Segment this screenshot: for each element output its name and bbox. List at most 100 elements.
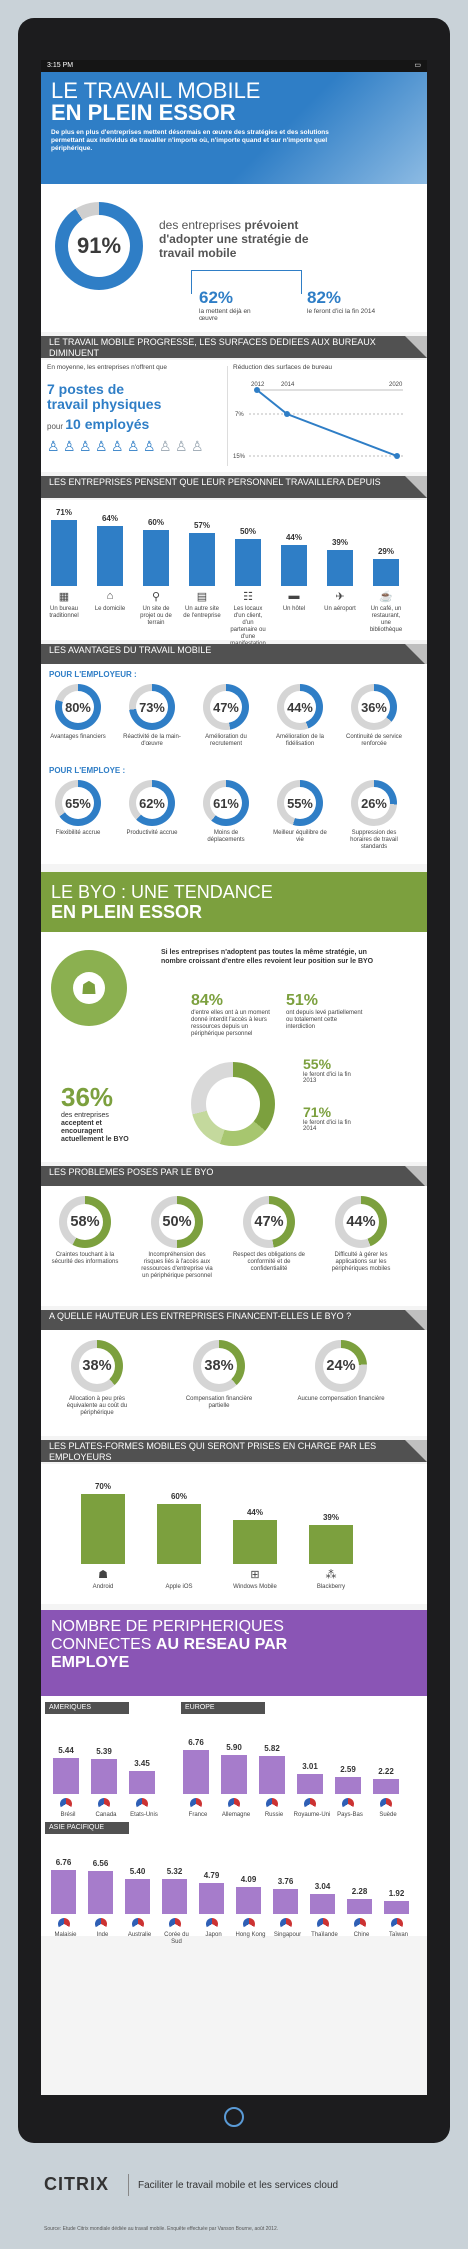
year-2012: 2012 <box>251 382 265 388</box>
devices-title-1: NOMBRE DE PERIPHERIQUES <box>51 1618 284 1635</box>
platform-bar-value: 39% <box>322 1513 339 1522</box>
hero-title-2: EN PLEIN ESSOR <box>51 100 236 125</box>
country-label: Corée du Sud <box>164 1932 189 1945</box>
stat-91-text1: des entreprises <box>159 218 242 232</box>
byo-adoption-donut <box>191 1062 275 1146</box>
citrix-logo: CITRIX <box>44 2174 110 2194</box>
section-header-benefits: LES AVANTAGES DU TRAVAIL MOBILE <box>41 644 427 666</box>
section-header-locations-text: LES ENTREPRISES PENSENT QUE LEUR PERSONN… <box>49 477 381 487</box>
country-label: Australie <box>127 1932 152 1938</box>
country-label: Chine <box>353 1932 370 1938</box>
country-label: Thaïlande <box>311 1932 338 1938</box>
device-bar <box>91 1758 117 1794</box>
device-bar <box>273 1889 298 1914</box>
byo-51-text: ont depuis levé partiellement ou totalem… <box>286 1010 363 1030</box>
platform-bar-label: Blackberry <box>316 1584 346 1590</box>
device-bar-value: 4.79 <box>203 1870 220 1880</box>
employee-donut: 55% <box>277 780 323 826</box>
employer-donut: 36% <box>351 684 397 730</box>
employer-donut: 44% <box>277 684 323 730</box>
device-bar <box>384 1901 409 1914</box>
devices-title-2a: CONNECTES <box>51 1636 152 1653</box>
donut-91-value: 91% <box>68 215 130 277</box>
employee-donut-label: Meilleur équilibre de vie <box>273 830 327 843</box>
location-bar-label: Un autre site de l'entreprise <box>183 606 221 619</box>
location-bar-value: 29% <box>377 546 394 556</box>
country-label: Suède <box>379 1812 397 1818</box>
byo-36-text4: actuellement le BYO <box>61 1136 129 1143</box>
battery-icon: ▭ <box>414 62 421 69</box>
problem-donut-value: 44% <box>342 1203 380 1241</box>
problem-donut-label: Incompréhension des risques liés à l'acc… <box>141 1252 213 1279</box>
bed-icon: ▬ <box>288 590 300 602</box>
device-bar-value: 3.04 <box>314 1882 331 1892</box>
stat-91-strong: prévoient d'adopter une stratégie de tra… <box>159 218 309 260</box>
employer-donut: 47% <box>203 684 249 730</box>
connector-line-h <box>191 270 301 271</box>
year-2020: 2020 <box>389 382 403 388</box>
office-small: pour 10 employés <box>47 416 149 432</box>
tick-7: 7% <box>235 412 244 418</box>
employee-donut-value: 26% <box>357 786 391 820</box>
device-bar <box>199 1882 224 1914</box>
region-americas: AMERIQUES <box>45 1702 129 1714</box>
country-flag-icon <box>316 1918 329 1930</box>
location-bar-value: 64% <box>101 514 118 524</box>
employer-donut-value: 36% <box>357 690 391 724</box>
problem-donut: 50% <box>151 1196 203 1248</box>
device-bar <box>51 1869 76 1914</box>
tablet-screen: LE TRAVAIL MOBILE EN PLEIN ESSOR De plus… <box>41 60 427 2095</box>
device-bar <box>125 1878 150 1914</box>
problem-donut-value: 58% <box>66 1203 104 1241</box>
office-icon: ▤ <box>196 591 208 603</box>
location-bar-value: 71% <box>55 507 72 517</box>
country-flag-icon <box>242 1918 255 1930</box>
platform-bar-value: 60% <box>170 1492 187 1501</box>
country-flag-icon <box>279 1918 292 1930</box>
byo-71-text: le feront d'ici la fin 2014 <box>303 1120 351 1132</box>
problem-donut: 47% <box>243 1196 295 1248</box>
problem-donut-value: 47% <box>250 1203 288 1241</box>
byo-36-text2: acceptent et <box>61 1120 102 1127</box>
windows-icon: ⊞ <box>250 1569 260 1581</box>
devices-panel: AMERIQUES EUROPE ASIE PACIFIQUE 5.44 Brés… <box>41 1696 427 1945</box>
device-bar <box>88 1870 113 1914</box>
person-icon: ♙ <box>95 438 108 454</box>
reduction-line <box>256 389 398 457</box>
country-label: Japon <box>205 1932 222 1938</box>
device-bar <box>259 1755 285 1794</box>
employer-donut-label: Réactivité de la main-d'œuvre <box>123 734 181 747</box>
stat-82-value: 82% <box>307 288 342 307</box>
country-label: Singapour <box>273 1932 302 1938</box>
country-flag-icon <box>266 1798 278 1810</box>
employee-donut: 26% <box>351 780 397 826</box>
platform-bar <box>233 1520 277 1564</box>
device-bar-value: 3.45 <box>134 1759 150 1769</box>
country-label: Etats-Unis <box>130 1812 158 1818</box>
byo-84-text: d'entre elles ont à un moment donné inte… <box>191 1010 270 1037</box>
location-bar <box>143 530 169 586</box>
person-icon: ♙ <box>79 438 92 454</box>
location-bar-label: Un bureau traditionnel <box>49 606 79 619</box>
byo-71-value: 71% <box>303 1104 332 1120</box>
byo-84-value: 84% <box>191 992 224 1009</box>
home-button[interactable] <box>224 2107 244 2127</box>
section-header-office-text: LE TRAVAIL MOBILE PROGRESSE, LES SURFACE… <box>49 337 376 358</box>
tick-15: 15% <box>233 454 246 460</box>
device-bar <box>162 1879 187 1914</box>
point-2012 <box>254 387 260 393</box>
device-bar <box>347 1899 372 1914</box>
country-label: Taïwan <box>388 1932 408 1938</box>
funding-donut: 38% <box>71 1340 123 1392</box>
country-label: Malaisie <box>54 1932 77 1938</box>
device-bar-value: 1.92 <box>388 1889 405 1899</box>
device-bar-value: 3.01 <box>302 1762 318 1772</box>
android-icon: ☗ <box>73 972 105 1004</box>
person-icon: ♙ <box>143 438 156 454</box>
byo-title-1: LE BYO : UNE TENDANCE <box>51 882 273 902</box>
country-flag-icon <box>131 1918 144 1930</box>
country-flag-icon <box>136 1798 148 1810</box>
device-bar-value: 5.82 <box>264 1743 280 1753</box>
house-icon: ⌂ <box>106 590 114 602</box>
device-bar-value: 5.39 <box>96 1746 112 1756</box>
